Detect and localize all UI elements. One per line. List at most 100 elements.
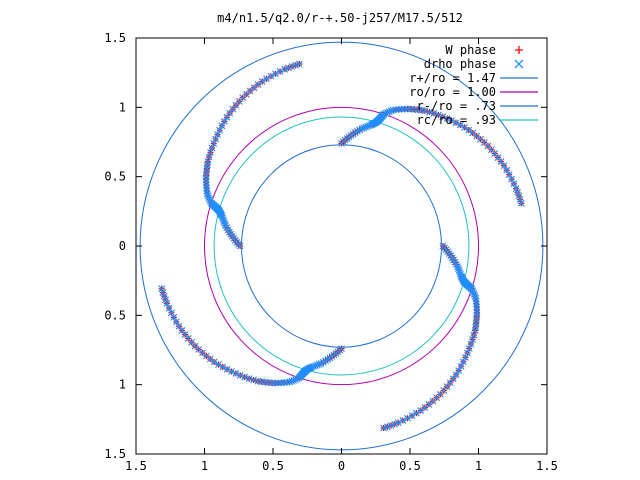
x-marker (514, 188, 521, 196)
x-marker (515, 192, 523, 200)
x-marker (281, 65, 289, 73)
point-drho-phase-3-14-2 (288, 63, 296, 70)
x-marker (459, 358, 467, 366)
point-drho-phase-1-6-3 (470, 290, 478, 298)
point-drho-phase-2-7-3 (277, 379, 285, 387)
point-drho-phase-0-2-0 (358, 125, 366, 132)
point-drho-phase-0-13-4 (510, 180, 518, 188)
x-marker (456, 268, 464, 276)
point-drho-phase-1-13-3 (404, 414, 411, 422)
x-marker (206, 197, 214, 205)
y-tick-label: 1 (119, 100, 126, 114)
point-drho-phase-2-14-2 (160, 292, 168, 300)
x-tick-label: 0.5 (262, 459, 284, 473)
point-drho-phase-1-10-4 (455, 367, 463, 374)
x-marker (232, 370, 240, 377)
point-drho-phase-2-9-2 (245, 375, 253, 382)
point-drho-phase-1-6-1 (469, 287, 477, 295)
x-marker (254, 81, 262, 88)
legend-label: r+/ro = 1.47 (409, 71, 496, 85)
x-marker (465, 345, 473, 352)
x-marker (408, 412, 416, 420)
x-marker (210, 140, 218, 147)
point-drho-phase-3-7-4 (202, 178, 210, 186)
x-tick-label: 1.5 (125, 459, 147, 473)
point-drho-phase-1-12-3 (425, 400, 433, 408)
x-marker (241, 373, 249, 381)
point-drho-phase-0-12-3 (494, 154, 502, 161)
point-drho-phase-0-13-0 (500, 162, 508, 170)
x-marker (404, 414, 411, 422)
x-marker (425, 400, 433, 408)
x-marker (178, 326, 186, 334)
point-drho-phase-0-9-1 (426, 108, 433, 116)
point-drho-phase-1-6-2 (470, 289, 477, 296)
point-drho-phase-0-14-4 (517, 199, 525, 207)
point-drho-phase-0-10-1 (448, 117, 455, 124)
point-drho-phase-2-6-0 (295, 374, 303, 382)
point-drho-phase-3-13-4 (276, 68, 284, 75)
x-marker (469, 129, 477, 137)
point-drho-phase-0-14-3 (516, 196, 524, 204)
point-drho-phase-0-7-4 (401, 105, 409, 113)
point-drho-phase-2-2-0 (317, 360, 325, 367)
point-drho-phase-1-12-4 (421, 404, 429, 411)
point-drho-phase-0-10-0 (443, 115, 451, 122)
x-marker (162, 296, 169, 304)
point-drho-phase-1-6-0 (468, 285, 476, 293)
x-marker (290, 376, 298, 384)
point-drho-phase-2-7-2 (280, 379, 288, 387)
point-drho-phase-1-9-3 (467, 340, 475, 348)
point-drho-phase-2-10-4 (215, 361, 222, 369)
point-drho-phase-0-14-0 (512, 185, 520, 193)
data-points (158, 60, 525, 432)
point-drho-phase-3-6-3 (205, 194, 213, 202)
x-marker (455, 267, 463, 274)
point-drho-phase-1-11-1 (449, 375, 457, 383)
x-marker (292, 376, 299, 383)
x-marker (473, 303, 481, 311)
point-drho-phase-2-14-0 (163, 299, 171, 307)
point-drho-phase-0-7-3 (398, 105, 406, 113)
x-marker (467, 340, 475, 348)
point-drho-phase-0-10-4 (461, 123, 468, 131)
point-drho-phase-3-6-2 (206, 196, 213, 203)
x-marker (469, 336, 476, 343)
point-drho-phase-3-2-2 (220, 218, 228, 225)
x-marker (461, 123, 468, 131)
x-marker (382, 109, 390, 117)
x-marker (398, 105, 406, 113)
x-marker (206, 355, 214, 363)
point-drho-phase-2-9-4 (236, 371, 244, 379)
x-marker (470, 331, 478, 339)
x-marker (223, 113, 231, 121)
x-marker (277, 379, 285, 387)
x-tick-label: 1 (475, 459, 482, 473)
point-drho-phase-1-9-2 (469, 336, 476, 343)
x-marker (439, 113, 447, 121)
x-marker (417, 407, 425, 414)
x-marker (469, 287, 477, 295)
point-drho-phase-3-6-1 (206, 197, 214, 205)
point-drho-phase-2-6-2 (292, 376, 299, 383)
point-drho-phase-2-10-1 (228, 368, 235, 375)
point-drho-phase-2-14-1 (162, 296, 169, 304)
x-marker (222, 221, 229, 229)
x-marker (216, 126, 224, 134)
x-marker (462, 353, 469, 361)
point-drho-phase-1-2-3 (456, 268, 464, 276)
x-marker (455, 367, 463, 374)
point-drho-phase-0-2-3 (364, 122, 371, 130)
x-marker (292, 61, 300, 69)
x-marker (172, 318, 180, 326)
point-drho-phase-3-9-4 (210, 140, 218, 147)
point-drho-phase-2-2-1 (315, 360, 323, 368)
point-drho-phase-2-13-0 (175, 322, 183, 330)
x-marker (503, 166, 511, 174)
x-marker (465, 126, 473, 134)
point-drho-phase-0-14-2 (515, 192, 523, 200)
x-marker (452, 119, 460, 127)
x-marker (170, 313, 178, 321)
x-marker (360, 124, 368, 132)
